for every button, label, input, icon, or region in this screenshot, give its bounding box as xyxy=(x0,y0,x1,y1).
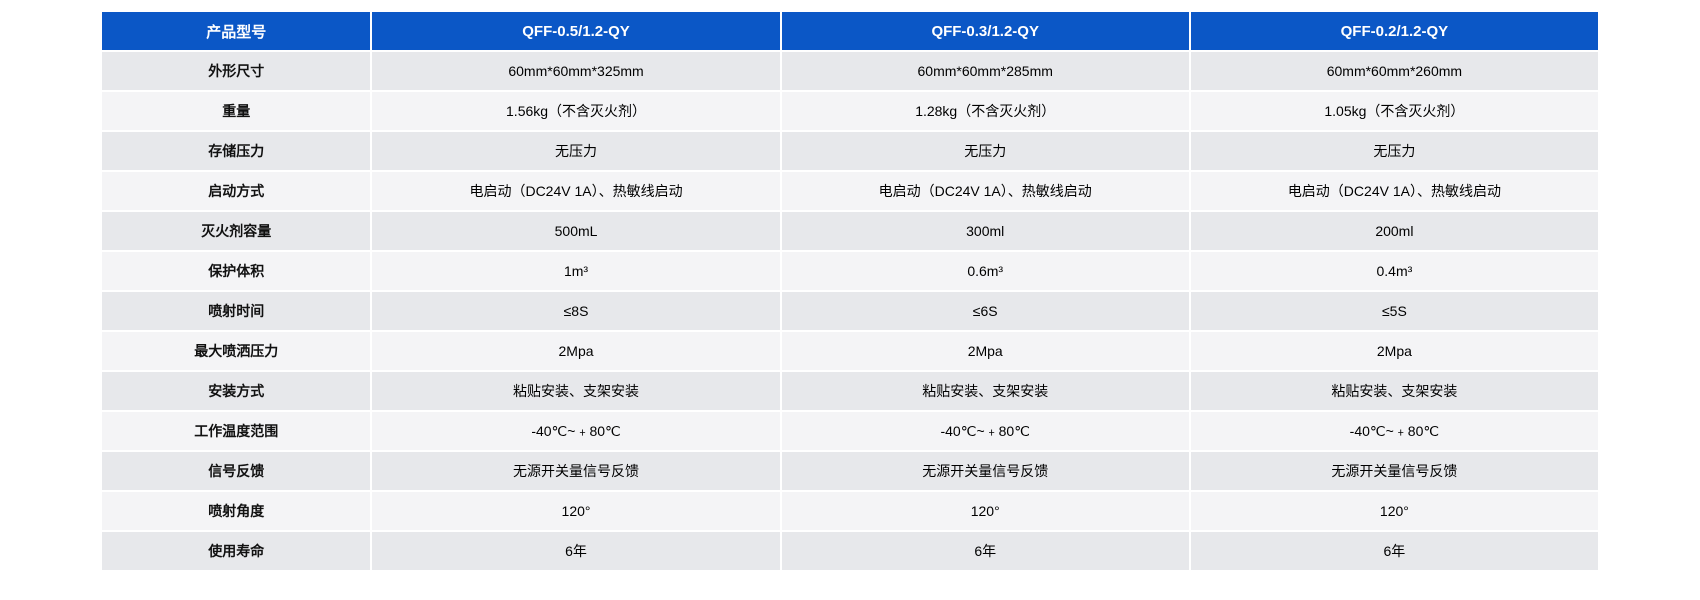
row-cell: -40℃~﹢80℃ xyxy=(372,412,779,450)
row-label: 安装方式 xyxy=(102,372,370,410)
row-cell: ≤8S xyxy=(372,292,779,330)
row-cell: 无源开关量信号反馈 xyxy=(782,452,1189,490)
table-header-row: 产品型号 QFF-0.5/1.2-QY QFF-0.3/1.2-QY QFF-0… xyxy=(102,12,1598,50)
row-cell: 6年 xyxy=(782,532,1189,570)
col-header-model-2: QFF-0.3/1.2-QY xyxy=(782,12,1189,50)
table-row: 存储压力 无压力 无压力 无压力 xyxy=(102,132,1598,170)
table-row: 信号反馈 无源开关量信号反馈 无源开关量信号反馈 无源开关量信号反馈 xyxy=(102,452,1598,490)
row-cell: -40℃~﹢80℃ xyxy=(1191,412,1598,450)
row-cell: 6年 xyxy=(372,532,779,570)
row-cell: 60mm*60mm*325mm xyxy=(372,52,779,90)
row-cell: 120° xyxy=(782,492,1189,530)
row-cell: 无源开关量信号反馈 xyxy=(372,452,779,490)
row-cell: 2Mpa xyxy=(782,332,1189,370)
row-cell: 无压力 xyxy=(372,132,779,170)
row-cell: ≤5S xyxy=(1191,292,1598,330)
col-header-model-1: QFF-0.5/1.2-QY xyxy=(372,12,779,50)
row-cell: 60mm*60mm*260mm xyxy=(1191,52,1598,90)
row-label: 使用寿命 xyxy=(102,532,370,570)
table-row: 保护体积 1m³ 0.6m³ 0.4m³ xyxy=(102,252,1598,290)
table-row: 外形尺寸 60mm*60mm*325mm 60mm*60mm*285mm 60m… xyxy=(102,52,1598,90)
row-cell: 电启动（DC24V 1A）、热敏线启动 xyxy=(1191,172,1598,210)
spec-table: 产品型号 QFF-0.5/1.2-QY QFF-0.3/1.2-QY QFF-0… xyxy=(100,10,1600,572)
row-cell: 粘贴安装、支架安装 xyxy=(1191,372,1598,410)
row-label: 外形尺寸 xyxy=(102,52,370,90)
table-row: 喷射时间 ≤8S ≤6S ≤5S xyxy=(102,292,1598,330)
row-label: 喷射时间 xyxy=(102,292,370,330)
table-row: 灭火剂容量 500mL 300ml 200ml xyxy=(102,212,1598,250)
row-label: 保护体积 xyxy=(102,252,370,290)
table-row: 重量 1.56kg（不含灭火剂） 1.28kg（不含灭火剂） 1.05kg（不含… xyxy=(102,92,1598,130)
row-label: 存储压力 xyxy=(102,132,370,170)
row-cell: 1m³ xyxy=(372,252,779,290)
table-row: 工作温度范围 -40℃~﹢80℃ -40℃~﹢80℃ -40℃~﹢80℃ xyxy=(102,412,1598,450)
row-cell: 粘贴安装、支架安装 xyxy=(372,372,779,410)
row-cell: 0.4m³ xyxy=(1191,252,1598,290)
row-label: 信号反馈 xyxy=(102,452,370,490)
row-cell: 2Mpa xyxy=(1191,332,1598,370)
row-cell: 电启动（DC24V 1A）、热敏线启动 xyxy=(782,172,1189,210)
row-cell: 1.28kg（不含灭火剂） xyxy=(782,92,1189,130)
row-label: 喷射角度 xyxy=(102,492,370,530)
row-cell: 2Mpa xyxy=(372,332,779,370)
table-row: 安装方式 粘贴安装、支架安装 粘贴安装、支架安装 粘贴安装、支架安装 xyxy=(102,372,1598,410)
row-cell: 200ml xyxy=(1191,212,1598,250)
row-cell: 无压力 xyxy=(1191,132,1598,170)
row-cell: 无源开关量信号反馈 xyxy=(1191,452,1598,490)
row-label: 灭火剂容量 xyxy=(102,212,370,250)
row-cell: 500mL xyxy=(372,212,779,250)
col-header-label: 产品型号 xyxy=(102,12,370,50)
row-cell: ≤6S xyxy=(782,292,1189,330)
row-cell: 300ml xyxy=(782,212,1189,250)
row-cell: 电启动（DC24V 1A）、热敏线启动 xyxy=(372,172,779,210)
row-cell: 1.05kg（不含灭火剂） xyxy=(1191,92,1598,130)
row-cell: -40℃~﹢80℃ xyxy=(782,412,1189,450)
row-cell: 1.56kg（不含灭火剂） xyxy=(372,92,779,130)
table-row: 启动方式 电启动（DC24V 1A）、热敏线启动 电启动（DC24V 1A）、热… xyxy=(102,172,1598,210)
col-header-model-3: QFF-0.2/1.2-QY xyxy=(1191,12,1598,50)
row-label: 最大喷洒压力 xyxy=(102,332,370,370)
row-cell: 6年 xyxy=(1191,532,1598,570)
row-label: 工作温度范围 xyxy=(102,412,370,450)
row-cell: 120° xyxy=(372,492,779,530)
row-cell: 60mm*60mm*285mm xyxy=(782,52,1189,90)
row-cell: 120° xyxy=(1191,492,1598,530)
row-cell: 粘贴安装、支架安装 xyxy=(782,372,1189,410)
row-cell: 0.6m³ xyxy=(782,252,1189,290)
row-cell: 无压力 xyxy=(782,132,1189,170)
row-label: 启动方式 xyxy=(102,172,370,210)
table-row: 使用寿命 6年 6年 6年 xyxy=(102,532,1598,570)
table-row: 喷射角度 120° 120° 120° xyxy=(102,492,1598,530)
table-row: 最大喷洒压力 2Mpa 2Mpa 2Mpa xyxy=(102,332,1598,370)
row-label: 重量 xyxy=(102,92,370,130)
